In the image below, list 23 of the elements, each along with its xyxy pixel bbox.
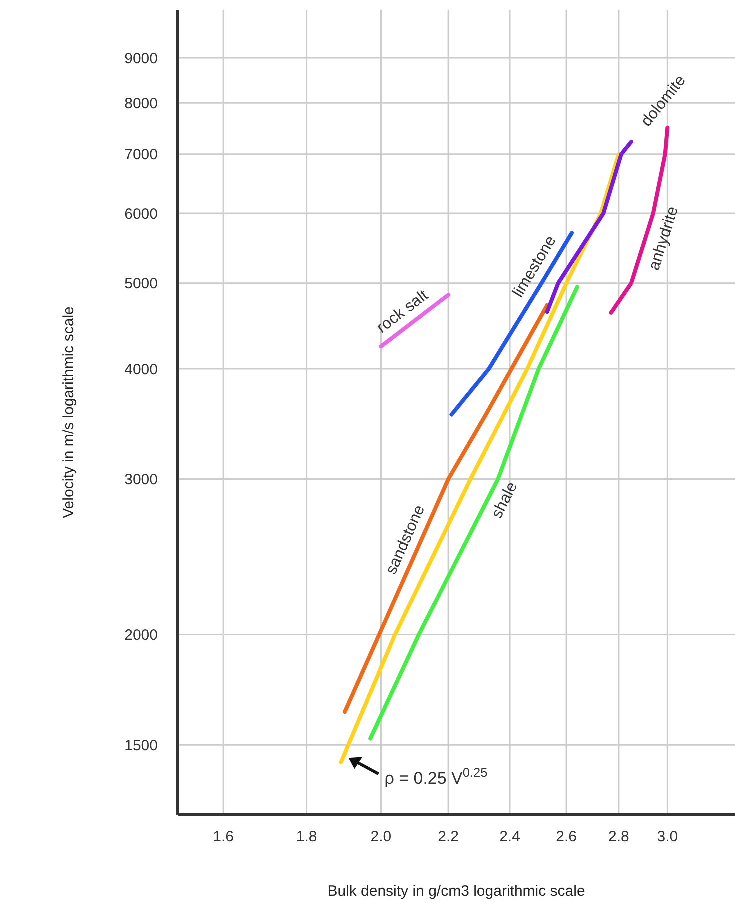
y-tick-label: 2000 (124, 627, 158, 644)
x-axis-title: Bulk density in g/cm3 logarithmic scale (328, 883, 586, 900)
x-tick-label: 2.8 (608, 828, 630, 846)
y-tick-label: 6000 (124, 206, 158, 223)
x-tick-label: 2.2 (438, 828, 459, 846)
y-tick-label: 1500 (124, 737, 158, 754)
x-tick-label: 1.8 (296, 828, 318, 846)
y-tick-label: 5000 (124, 276, 158, 293)
x-tick-label: 2.4 (500, 828, 520, 846)
y-tick-label: 4000 (124, 361, 158, 378)
text: rock salt (374, 286, 432, 337)
x-tick-label: 2.0 (370, 828, 392, 846)
y-tick-label: 7000 (124, 146, 158, 164)
y-tick-label: 8000 (124, 95, 158, 112)
y-axis-title: Velocity in m/s logarithmic scale (60, 306, 78, 518)
annotation: ρ = 0.25 V$^{0.25}$ (384, 764, 488, 788)
x-tick-label: 2.6 (556, 828, 578, 846)
x-tick-label: 3.0 (657, 828, 678, 846)
text: shale (488, 479, 522, 522)
text: anhydrite (646, 204, 682, 273)
y-tick-label: 9000 (124, 50, 158, 68)
y-tick-label: 3000 (124, 472, 158, 489)
x-tick-label: 1.6 (213, 828, 234, 846)
